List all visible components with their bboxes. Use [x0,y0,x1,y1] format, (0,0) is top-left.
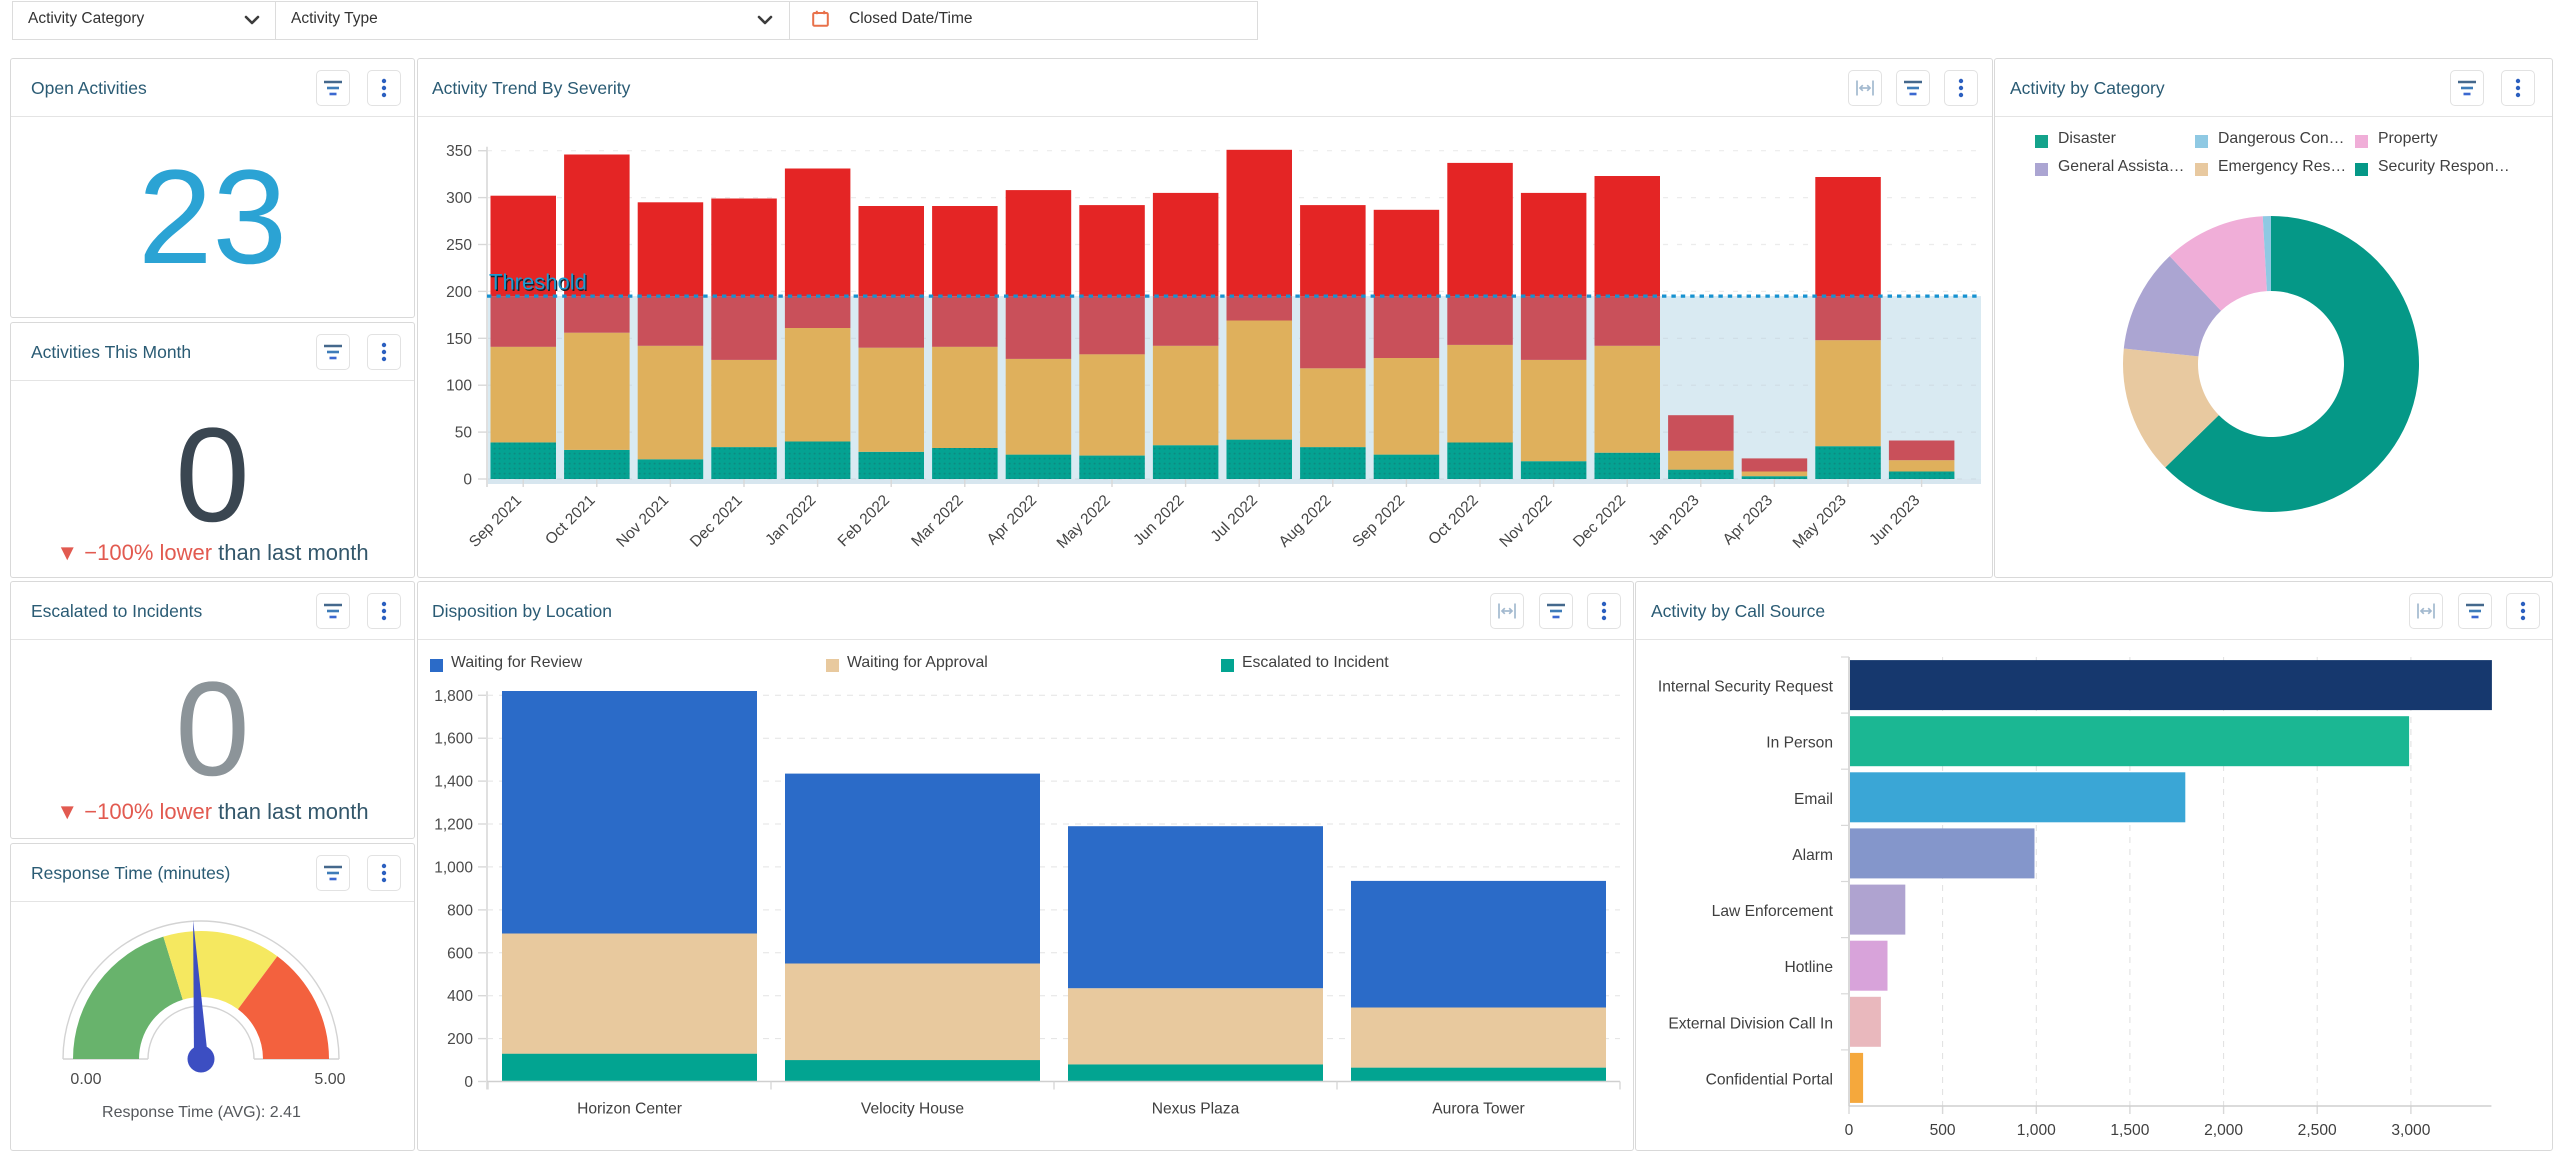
svg-text:300: 300 [446,190,472,207]
svg-text:Dec 2021: Dec 2021 [687,492,746,551]
svg-text:0: 0 [464,1074,473,1091]
svg-text:0: 0 [463,472,472,489]
svg-text:50: 50 [455,425,473,442]
svg-text:Jan 2023: Jan 2023 [1646,492,1703,549]
svg-text:200: 200 [447,1031,473,1048]
svg-text:Nexus Plaza: Nexus Plaza [1152,1101,1240,1118]
svg-text:1,800: 1,800 [434,688,473,705]
svg-text:Sep 2022: Sep 2022 [1349,492,1408,551]
svg-text:In Person: In Person [1766,735,1833,752]
svg-text:Confidential Portal: Confidential Portal [1706,1071,1833,1088]
svg-text:Oct 2021: Oct 2021 [542,492,599,549]
svg-text:1,200: 1,200 [434,817,473,834]
svg-text:500: 500 [1930,1122,1956,1139]
svg-text:Horizon Center: Horizon Center [577,1101,682,1118]
svg-text:Aurora Tower: Aurora Tower [1432,1101,1524,1118]
svg-text:0: 0 [1845,1122,1854,1139]
svg-text:Internal Security Request: Internal Security Request [1658,679,1834,696]
svg-text:250: 250 [446,237,472,254]
svg-text:150: 150 [446,331,472,348]
svg-text:Sep 2021: Sep 2021 [466,492,525,551]
svg-text:Email: Email [1794,791,1833,808]
svg-text:Threshold: Threshold [490,271,588,296]
svg-text:600: 600 [447,945,473,962]
svg-text:May 2022: May 2022 [1054,492,1114,552]
svg-text:Oct 2022: Oct 2022 [1425,492,1482,549]
svg-text:Law Enforcement: Law Enforcement [1712,903,1834,920]
svg-text:External Division Call In: External Division Call In [1668,1015,1833,1032]
svg-text:2,000: 2,000 [2204,1122,2243,1139]
svg-text:1,600: 1,600 [434,731,473,748]
svg-text:1,400: 1,400 [434,774,473,791]
svg-text:1,000: 1,000 [434,859,473,876]
svg-text:Dec 2022: Dec 2022 [1570,492,1629,551]
svg-text:200: 200 [446,284,472,301]
svg-text:Apr 2022: Apr 2022 [984,492,1041,549]
svg-text:Nov 2022: Nov 2022 [1496,492,1555,551]
svg-text:Feb 2022: Feb 2022 [835,492,893,550]
svg-text:350: 350 [446,143,472,160]
svg-text:Aug 2022: Aug 2022 [1276,492,1335,551]
svg-text:Jul 2022: Jul 2022 [1208,492,1261,545]
svg-text:400: 400 [447,988,473,1005]
svg-text:3,000: 3,000 [2391,1122,2430,1139]
svg-text:800: 800 [447,902,473,919]
svg-text:Threshold: Threshold [489,270,587,295]
svg-text:Mar 2022: Mar 2022 [908,492,966,550]
svg-text:1,500: 1,500 [2110,1122,2149,1139]
svg-text:Alarm: Alarm [1792,847,1833,864]
svg-text:2,500: 2,500 [2298,1122,2337,1139]
svg-text:Jun 2023: Jun 2023 [1866,492,1923,549]
svg-text:Velocity House: Velocity House [861,1101,964,1118]
svg-text:May 2023: May 2023 [1790,492,1850,552]
svg-text:Jan 2022: Jan 2022 [762,492,819,549]
svg-text:Apr 2023: Apr 2023 [1720,492,1777,549]
svg-text:Jun 2022: Jun 2022 [1130,492,1187,549]
svg-text:Nov 2021: Nov 2021 [613,492,672,551]
svg-text:100: 100 [446,378,472,395]
svg-text:1,000: 1,000 [2017,1122,2056,1139]
svg-text:Hotline: Hotline [1784,959,1833,976]
